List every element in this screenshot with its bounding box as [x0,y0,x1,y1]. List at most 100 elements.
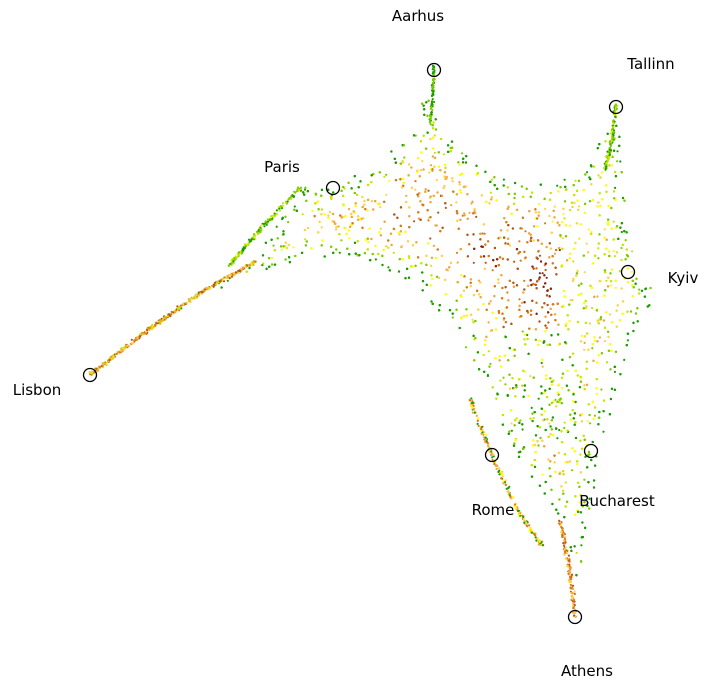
scatter-point [546,294,548,296]
scatter-point [561,248,563,250]
scatter-point [531,192,533,194]
scatter-point [460,192,462,194]
scatter-point [399,178,401,180]
scatter-point [438,166,440,168]
scatter-point [425,264,427,266]
scatter-point [562,493,564,495]
scatter-point [340,239,342,241]
scatter-point [509,244,511,246]
scatter-point [561,387,563,389]
scatter-point [441,195,443,197]
scatter-point [420,140,422,142]
scatter-point [271,239,273,241]
scatter-point [385,245,387,247]
scatter-point [490,192,492,194]
scatter-point [304,229,306,231]
scatter-point [357,215,359,217]
scatter-point [570,546,572,548]
scatter-point [572,400,574,402]
scatter-point [613,190,615,192]
scatter-point [572,409,574,411]
scatter-point [519,227,521,229]
scatter-point [522,217,524,219]
scatter-point [495,328,497,330]
scatter-point [431,257,433,259]
scatter-point [569,257,571,259]
scatter-point [622,313,624,315]
scatter-point [553,210,555,212]
scatter-point [545,374,547,376]
scatter-point [335,226,337,228]
scatter-point [501,313,503,315]
scatter-point [432,303,434,305]
scatter-point [488,321,490,323]
scatter-point [546,327,548,329]
scatter-point [586,466,588,468]
scatter-point [507,186,509,188]
scatter-point [574,412,576,414]
scatter-point [596,309,598,311]
scatter-point [601,171,603,173]
scatter-point [417,256,419,258]
scatter-point [602,431,604,433]
scatter-point [633,286,635,288]
scatter-point [565,481,567,483]
scatter-point [533,225,535,227]
scatter-point [488,303,490,305]
scatter-point [590,459,592,461]
scatter-point [550,489,552,491]
scatter-point [346,248,348,250]
scatter-point [616,310,618,312]
scatter-point [577,209,579,211]
scatter-point [370,238,372,240]
scatter-point [542,419,544,421]
scatter-point [521,185,523,187]
scatter-point [462,158,464,160]
scatter-point [484,171,486,173]
scatter-point [569,356,571,358]
scatter-point [463,275,465,277]
scatter-point [526,334,528,336]
scatter-point [501,287,503,289]
scatter-point [594,465,596,467]
scatter-point [374,245,376,247]
scatter-point [530,239,532,241]
scatter-point [571,447,573,449]
scatter-point [627,267,629,269]
scatter-point [296,210,298,212]
scatter-point [584,203,586,205]
scatter-point [638,289,640,291]
scatter-point [585,300,587,302]
scatter-point [535,339,537,341]
scatter-point [533,377,535,379]
scatter-point [532,444,534,446]
scatter-point [555,509,557,511]
scatter-point [619,270,621,272]
scatter-point [593,166,595,168]
scatter-point [635,312,637,314]
scatter-point [561,441,563,443]
scatter-point [572,353,574,355]
scatter-point [592,262,594,264]
scatter-point [604,289,606,291]
scatter-point [400,225,402,227]
scatter-point [632,295,634,297]
scatter-point [500,365,502,367]
scatter-point [607,219,609,221]
scatter-point [504,383,506,385]
scatter-point [644,296,646,298]
scatter-point [495,265,497,267]
scatter-point [457,161,459,163]
scatter-point [304,187,306,189]
scatter-point [538,203,540,205]
scatter-point [503,318,505,320]
scatter-point [294,255,296,257]
scatter-point [544,410,546,412]
scatter-point [484,268,486,270]
scatter-point [631,271,633,273]
scatter-point [528,210,530,212]
scatter-point [581,335,583,337]
scatter-point [546,290,548,292]
scatter-point [500,229,502,231]
scatter-point [403,144,405,146]
